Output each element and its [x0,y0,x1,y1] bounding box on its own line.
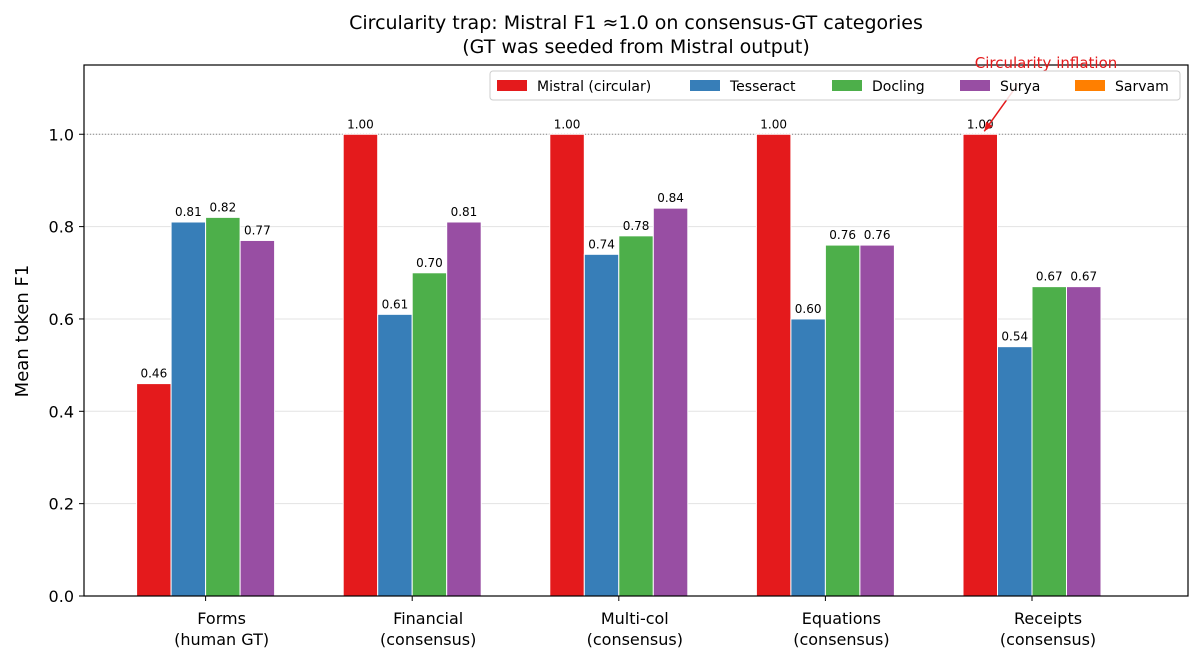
data-label: 0.60 [795,302,822,316]
data-label: 0.76 [864,228,891,242]
plot-frame [83,64,1189,597]
x-tick-label: Equations (consensus) [793,609,889,649]
x-tick-line: Forms [197,609,246,628]
data-label: 1.00 [554,117,581,131]
bar-surya-receipts [1066,286,1102,597]
x-tick-line: Financial [393,609,463,628]
bar-surya-forms [239,239,276,597]
data-label: 0.67 [1070,270,1097,284]
bar-mistral-forms [136,383,172,597]
x-tick-label: Multi-col (consensus) [587,609,683,649]
bar-surya-equations [859,244,895,597]
x-tick-line: (consensus) [793,630,889,649]
y-tick-label: 0.6 [49,310,74,329]
data-label: 0.76 [829,228,856,242]
data-label: 0.82 [209,200,236,214]
x-tick-line: Receipts [1014,609,1082,628]
y-tick-label: 0.2 [49,495,74,514]
legend-swatch [832,80,862,91]
bar-docling-receipts [1031,286,1067,597]
x-tick-label: Financial (consensus) [380,609,476,649]
legend-label: Sarvam [1115,79,1169,95]
chart-title: Circularity trap: Mistral F1 ≈1.0 on con… [349,12,923,34]
legend-label: Mistral (circular) [537,79,651,95]
bar-tesseract-forms [170,221,207,597]
data-label: 0.81 [175,205,202,219]
bar-surya-financial [446,221,482,597]
data-label: 0.74 [588,237,615,251]
bar-docling-equations [824,244,861,597]
data-labels: 0.46 0.81 0.82 0.77 1.00 0.61 0.70 0.81 1.00 0.74… [140,117,1097,380]
y-axis-title: Mean token F1 [12,265,33,398]
legend-swatch [1075,80,1105,91]
bar-docling-forms [205,216,241,597]
bar-docling-multi-col [618,235,654,597]
legend-label: Surya [1000,79,1040,95]
bar-mistral-equations [755,133,792,597]
bar-tesseract-receipts [997,346,1033,597]
x-tick-line: (consensus) [587,630,683,649]
y-tick-label: 0.8 [49,218,74,237]
data-label: 0.70 [416,256,443,270]
y-tick-label: 0.4 [49,402,74,421]
x-tick-line: Multi-col [601,609,669,628]
annotation-text: Circularity inflation [975,54,1118,72]
y-tick-label: 1.0 [49,125,74,144]
x-tick-line: (consensus) [1000,630,1096,649]
data-label: 0.46 [140,367,167,381]
annotation-arrowhead [984,121,993,132]
data-label: 0.78 [623,219,650,233]
bar-tesseract-financial [377,313,413,597]
legend-label: Tesseract [729,79,796,95]
chart-title-group: Circularity trap: Mistral F1 ≈1.0 on con… [349,12,923,58]
data-label: 0.77 [244,223,271,237]
data-label: 0.84 [657,191,684,205]
legend-swatch [960,80,990,91]
bar-surya-multi-col [652,207,689,597]
legend-swatch [497,80,527,91]
data-label: 0.81 [451,205,478,219]
data-label: 0.67 [1036,270,1063,284]
x-tick-label: Receipts (consensus) [1000,609,1096,649]
y-tick-label: 0.0 [49,587,74,606]
axes: Forms (human GT)Financial (consensus)Multi… [49,64,1189,649]
data-label: 1.00 [347,117,374,131]
data-label: 0.61 [382,297,409,311]
legend-swatch [690,80,720,91]
bar-mistral-financial [342,133,379,597]
x-tick-label: Forms (human GT) [174,609,269,649]
chart-subtitle: (GT was seeded from Mistral output) [462,36,809,58]
bar-tesseract-multi-col [583,253,620,597]
bar-docling-financial [411,272,448,597]
bar-tesseract-equations [790,318,826,597]
legend: Mistral (circular) Tesseract Docling Surya S… [489,70,1181,101]
data-label: 0.54 [1001,330,1028,344]
data-label: 1.00 [760,117,787,131]
bars [136,133,1102,597]
x-tick-line: (human GT) [174,630,269,649]
bar-mistral-receipts [962,133,998,597]
x-tick-line: (consensus) [380,630,476,649]
bar-mistral-multi-col [549,133,585,597]
x-tick-line: Equations [802,609,881,628]
legend-label: Docling [872,79,925,95]
